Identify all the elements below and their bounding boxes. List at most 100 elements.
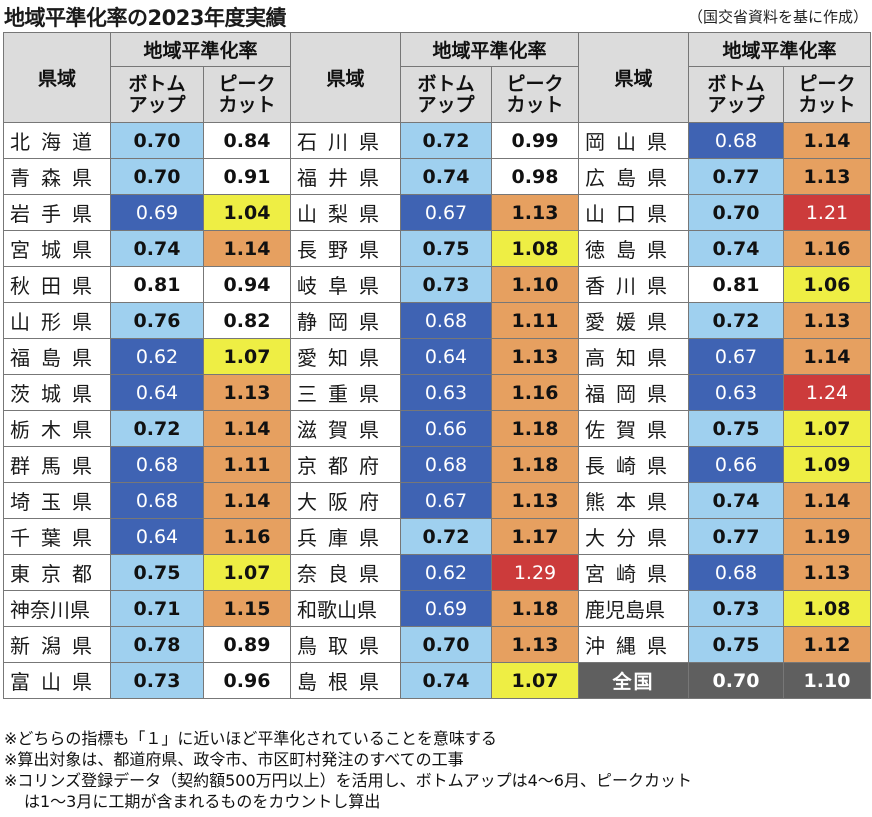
bottom-up-value: 0.72: [110, 410, 204, 447]
prefecture-name: 岩手県: [3, 194, 111, 231]
bottom-up-value: 0.67: [400, 482, 492, 519]
bottom-up-value: 0.81: [110, 266, 204, 303]
prefecture-name: 埼玉県: [3, 482, 111, 519]
header-row-sub: ボトム アップ ピーク カット ボトム アップ ピーク カット ボトム アップ ピーク カッ…: [4, 66, 871, 123]
peak-cut-value: 1.07: [783, 410, 871, 447]
peak-cut-header: ピーク カット: [491, 66, 579, 123]
footnote: ※コリンズ登録データ（契約額500万円以上）を活用し、ボトムアップは4～6月、ピ…: [4, 771, 692, 790]
peak-cut-value: 1.13: [491, 626, 579, 663]
peak-cut-value: 1.10: [783, 662, 871, 699]
national-total-label: 全国: [578, 662, 689, 699]
prefecture-name: 徳島県: [578, 230, 689, 267]
peak-cut-value: 1.13: [783, 554, 871, 591]
prefecture-name: 佐賀県: [578, 410, 689, 447]
prefecture-name: 和歌山県: [290, 590, 401, 627]
prefecture-name: 岐阜県: [290, 266, 401, 303]
bottom-up-value: 0.66: [688, 446, 784, 483]
peak-cut-value: 1.13: [783, 158, 871, 195]
peak-cut-value: 0.96: [203, 662, 291, 699]
bottom-up-value: 0.62: [400, 554, 492, 591]
table-row: 新潟県 0.78 0.89 鳥取県 0.70 1.13 沖縄県 0.75 1.12: [3, 626, 871, 663]
prefecture-name: 静岡県: [290, 302, 401, 339]
prefecture-name: 愛知県: [290, 338, 401, 375]
peak-cut-value: 1.07: [203, 554, 291, 591]
bottom-up-value: 0.75: [110, 554, 204, 591]
peak-cut-value: 0.99: [491, 122, 579, 159]
peak-cut-value: 1.24: [783, 374, 871, 411]
table-body: 北海道 0.70 0.84 石川県 0.72 0.99 岡山県 0.68 1.14 青森県 0.70…: [3, 122, 871, 699]
prefecture-name: 長崎県: [578, 446, 689, 483]
footnote: ※算出対象は、都道府県、政令市、市区町村発注のすべての工事: [4, 750, 464, 769]
bottom-up-value: 0.75: [688, 410, 784, 447]
peak-cut-value: 1.13: [783, 302, 871, 339]
peak-cut-value: 1.16: [203, 518, 291, 555]
peak-cut-value: 1.14: [203, 410, 291, 447]
bottom-up-value: 0.78: [110, 626, 204, 663]
peak-cut-value: 1.14: [783, 338, 871, 375]
peak-cut-value: 1.04: [203, 194, 291, 231]
group-header: 地域平準化率: [688, 32, 871, 67]
bottom-up-value: 0.69: [400, 590, 492, 627]
prefecture-header: 県域: [3, 32, 111, 123]
prefecture-name: 福島県: [3, 338, 111, 375]
prefecture-name: 福岡県: [578, 374, 689, 411]
bottom-up-value: 0.70: [688, 194, 784, 231]
bottom-up-value: 0.69: [110, 194, 204, 231]
bottom-up-value: 0.70: [110, 158, 204, 195]
prefecture-name: 福井県: [290, 158, 401, 195]
bottom-up-header: ボトム アップ: [110, 66, 204, 123]
prefecture-name: 滋賀県: [290, 410, 401, 447]
prefecture-name: 京都府: [290, 446, 401, 483]
bottom-up-value: 0.74: [688, 230, 784, 267]
prefecture-name: 岡山県: [578, 122, 689, 159]
bottom-up-value: 0.68: [110, 446, 204, 483]
bottom-up-value: 0.68: [400, 446, 492, 483]
bottom-up-value: 0.64: [110, 518, 204, 555]
bottom-up-value: 0.75: [688, 626, 784, 663]
prefecture-name: 宮崎県: [578, 554, 689, 591]
group-header: 地域平準化率: [110, 32, 291, 67]
bottom-up-value: 0.67: [400, 194, 492, 231]
peak-cut-value: 0.94: [203, 266, 291, 303]
prefecture-name: 茨城県: [3, 374, 111, 411]
table-row: 山形県 0.76 0.82 静岡県 0.68 1.11 愛媛県 0.72 1.13: [3, 302, 871, 339]
page-title: 地域平準化率の2023年度実績: [4, 6, 286, 30]
peak-cut-value: 1.14: [783, 122, 871, 159]
bottom-up-value: 0.67: [688, 338, 784, 375]
table-row: 茨城県 0.64 1.13 三重県 0.63 1.16 福岡県 0.63 1.24: [3, 374, 871, 411]
table-row: 千葉県 0.64 1.16 兵庫県 0.72 1.17 大分県 0.77 1.19: [3, 518, 871, 555]
table-row: 秋田県 0.81 0.94 岐阜県 0.73 1.10 香川県 0.81 1.06: [3, 266, 871, 303]
footnote: ※どちらの指標も「１」に近いほど平準化されていることを意味する: [4, 729, 497, 748]
peak-cut-value: 1.13: [491, 482, 579, 519]
peak-cut-value: 0.82: [203, 302, 291, 339]
bottom-up-value: 0.74: [688, 482, 784, 519]
peak-cut-value: 1.07: [203, 338, 291, 375]
peak-cut-value: 1.14: [783, 482, 871, 519]
peak-cut-value: 1.12: [783, 626, 871, 663]
prefecture-name: 鹿児島県: [578, 590, 689, 627]
prefecture-name: 大阪府: [290, 482, 401, 519]
prefecture-name: 神奈川県: [3, 590, 111, 627]
bottom-up-value: 0.77: [688, 158, 784, 195]
bottom-up-value: 0.64: [400, 338, 492, 375]
table-row: 東京都 0.75 1.07 奈良県 0.62 1.29 宮崎県 0.68 1.13: [3, 554, 871, 591]
prefecture-header: 県域: [578, 32, 689, 123]
source-note: （国交省資料を基に作成）: [687, 8, 868, 26]
prefecture-name: 東京都: [3, 554, 111, 591]
header: 地域平準化率の2023年度実績 （国交省資料を基に作成）: [0, 0, 872, 32]
group-header: 地域平準化率: [400, 32, 579, 67]
peak-cut-value: 1.08: [491, 230, 579, 267]
bottom-up-value: 0.72: [688, 302, 784, 339]
prefecture-name: 秋田県: [3, 266, 111, 303]
bottom-up-header: ボトム アップ: [400, 66, 492, 123]
prefecture-name: 山形県: [3, 302, 111, 339]
peak-cut-value: 0.84: [203, 122, 291, 159]
prefecture-name: 群馬県: [3, 446, 111, 483]
prefecture-name: 山口県: [578, 194, 689, 231]
prefecture-header: 県域: [290, 32, 401, 123]
bottom-up-value: 0.68: [400, 302, 492, 339]
bottom-up-value: 0.66: [400, 410, 492, 447]
bottom-up-value: 0.68: [110, 482, 204, 519]
prefecture-name: 栃木県: [3, 410, 111, 447]
peak-cut-value: 0.98: [491, 158, 579, 195]
